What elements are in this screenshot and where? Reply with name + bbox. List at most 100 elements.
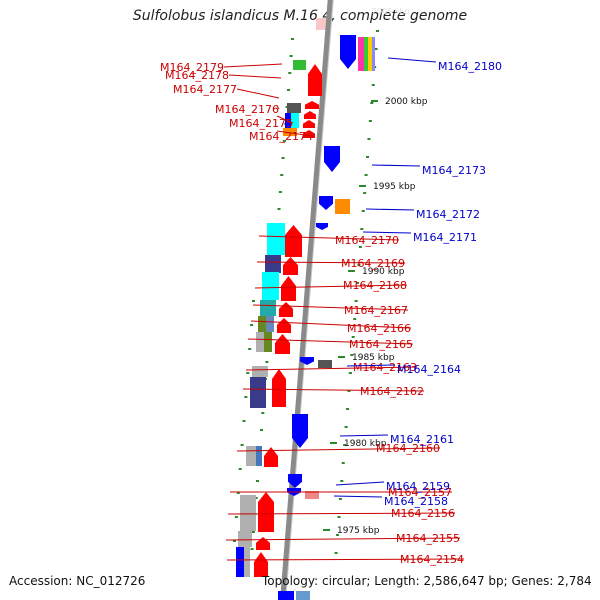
scale-dash-left <box>240 444 244 446</box>
label-connector <box>362 231 412 234</box>
annotation-box <box>293 60 306 70</box>
gene-label-left[interactable]: M164_2157 <box>388 486 452 499</box>
scale-dot-left <box>277 208 281 210</box>
annotation-box <box>364 37 368 71</box>
scale-dot-right <box>341 462 345 464</box>
gene-label-right[interactable]: M164_2159 <box>386 480 450 493</box>
scale-dot-right <box>356 282 360 284</box>
scale-dot-left <box>278 191 282 193</box>
annotation-box <box>256 332 264 352</box>
scale-label: 1980 kbp <box>344 439 387 449</box>
gene-label-left[interactable]: M164_2177 <box>173 83 237 96</box>
scale-dash-left <box>232 540 236 542</box>
gene-label-left[interactable]: M164_2167 <box>344 304 408 317</box>
scale-dot-right <box>348 372 352 374</box>
label-connector <box>252 304 409 311</box>
gene-label-left[interactable]: M164_2168 <box>343 279 407 292</box>
scale-dot-right <box>370 102 374 104</box>
scale-dot-right <box>340 480 344 482</box>
scale-tick <box>323 529 330 531</box>
gene-label-right[interactable]: M164_2161 <box>390 433 454 446</box>
scale-label: 1985 kbp <box>352 353 395 363</box>
plus-strand-gene-arrow <box>303 120 315 128</box>
scale-dash-left <box>234 516 238 518</box>
minus-strand-gene-arrow <box>288 474 302 488</box>
scale-dash-left <box>252 300 255 302</box>
faded-scale-label: 2005 kbp <box>372 7 410 16</box>
scale-dot-left <box>259 429 263 431</box>
scale-dash-left <box>246 372 250 374</box>
annotation-box <box>296 591 310 600</box>
scale-dot-right <box>361 210 365 212</box>
scale-dot-right <box>344 426 348 428</box>
gene-label-left[interactable]: M164_2155 <box>396 532 460 545</box>
scale-tick <box>359 185 366 187</box>
label-connector <box>225 537 461 541</box>
gene-label-left[interactable]: M164_2179 <box>160 61 224 74</box>
gene-label-left[interactable]: M164_2170 <box>335 234 399 247</box>
plus-strand-gene-arrow <box>258 492 274 532</box>
plus-strand-gene-arrow <box>264 447 278 467</box>
annotation-box <box>283 128 297 136</box>
scale-dot-right <box>336 534 340 536</box>
scale-dot-right <box>353 318 357 320</box>
label-connector <box>227 512 456 515</box>
gene-label-left[interactable]: M164_2165 <box>349 338 413 351</box>
scale-dot-right <box>351 336 355 338</box>
scale-dot-right <box>376 30 379 32</box>
gene-label-left[interactable]: M164_2162 <box>360 385 424 398</box>
gene-label-right[interactable]: M164_2180 <box>438 60 502 73</box>
plus-strand-gene-arrow <box>272 369 286 407</box>
scale-dot-right <box>354 300 358 302</box>
scale-dash-left <box>236 492 240 494</box>
scale-dot-left <box>255 480 259 482</box>
scale-dot-right <box>358 246 362 248</box>
gene-label-left[interactable]: M164_2176 <box>215 103 279 116</box>
scale-dot-left <box>254 497 258 499</box>
annotation-box <box>318 360 332 368</box>
scale-dot-right <box>366 156 370 158</box>
gene-label-left[interactable]: M164_2156 <box>391 507 455 520</box>
scale-dot-right <box>367 138 371 140</box>
gene-label-left[interactable]: M164_2175 <box>229 117 293 130</box>
scale-tick <box>371 100 378 102</box>
scale-dot-right <box>338 498 342 500</box>
accession-text: Accession: NC_012726 <box>9 574 146 588</box>
plus-strand-gene-arrow <box>285 225 302 257</box>
plus-strand-gene-arrow <box>281 276 296 301</box>
scale-label: 1995 kbp <box>373 182 416 192</box>
gene-label-left[interactable]: M164_2163 <box>353 361 417 374</box>
scale-dot-right <box>346 408 350 410</box>
label-connector <box>276 115 294 124</box>
gene-label-right[interactable]: M164_2158 <box>384 495 448 508</box>
annotation-box <box>358 37 364 71</box>
label-connector <box>236 447 441 452</box>
annotation-box <box>264 332 272 352</box>
scale-label: 1975 kbp <box>337 526 380 536</box>
scale-dot-right <box>364 174 368 176</box>
gene-label-right[interactable]: M164_2172 <box>416 208 480 221</box>
plus-strand-gene-arrow <box>308 64 322 96</box>
label-connector <box>236 88 280 99</box>
annotation-box <box>335 199 350 214</box>
minus-strand-gene-arrow <box>340 35 356 69</box>
gene-label-right[interactable]: M164_2171 <box>413 231 477 244</box>
gene-label-left[interactable]: M164_2154 <box>400 553 464 566</box>
gene-label-right[interactable]: M164_2173 <box>422 164 486 177</box>
gene-label-left[interactable]: M164_2178 <box>165 69 229 82</box>
plus-strand-gene-arrow <box>254 552 268 577</box>
annotation-box <box>291 113 299 128</box>
gene-label-left[interactable]: M164_2160 <box>376 442 440 455</box>
gene-label-left[interactable]: M164_2174 <box>249 130 313 143</box>
minus-strand-gene-arrow <box>324 146 340 172</box>
plus-strand-gene-arrow <box>275 334 290 354</box>
label-connector <box>245 366 418 371</box>
scale-dot-right <box>347 390 351 392</box>
minus-strand-gene-arrow <box>292 414 308 448</box>
label-connector <box>223 63 283 68</box>
scale-dash-left <box>248 348 252 350</box>
scale-tick <box>330 442 337 444</box>
gene-label-left[interactable]: M164_2169 <box>341 257 405 270</box>
gene-label-left[interactable]: M164_2166 <box>347 322 411 335</box>
gene-label-right[interactable]: M164_2164 <box>397 363 461 376</box>
